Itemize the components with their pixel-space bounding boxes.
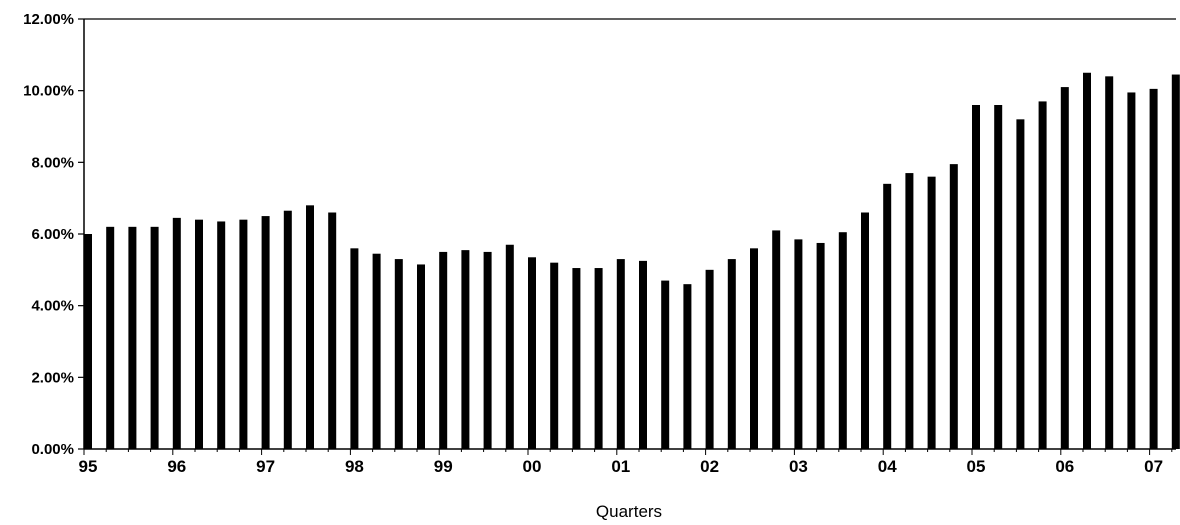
bar	[905, 173, 914, 450]
bar	[639, 260, 647, 449]
x-axis-label: Quarters	[596, 502, 662, 521]
bar	[683, 284, 692, 449]
bar	[816, 242, 825, 449]
x-axis: 95 96 97 98 99 00 01 02 03 04 05 06 07	[79, 448, 1176, 476]
bar	[661, 280, 670, 449]
y-tick-label: 6.00%	[31, 226, 74, 243]
x-tick-label: 99	[434, 457, 453, 476]
bar	[572, 268, 581, 449]
y-tick-label: 4.00%	[31, 298, 74, 315]
bar	[1127, 92, 1136, 449]
bar	[439, 251, 448, 449]
bar	[172, 217, 181, 449]
bars-group	[84, 72, 1180, 450]
bar	[283, 210, 292, 449]
y-tick-label: 12.00%	[23, 11, 74, 28]
bar	[861, 212, 869, 449]
x-tick-label: 00	[523, 457, 542, 476]
x-tick-label: 95	[79, 457, 98, 476]
bar	[328, 212, 337, 449]
bar	[1083, 72, 1091, 449]
bar	[616, 259, 625, 449]
bar	[772, 230, 781, 449]
y-axis: 0.00% 2.00% 4.00% 6.00% 8.00% 10.00% 12.00%	[23, 11, 1176, 458]
y-tick-label: 0.00%	[31, 441, 74, 458]
bar	[394, 259, 403, 449]
x-tick-label: 97	[256, 457, 275, 476]
bar	[949, 164, 958, 449]
bar	[239, 219, 248, 449]
bar	[505, 244, 514, 449]
bar	[483, 251, 492, 449]
bar	[1016, 119, 1025, 449]
bar	[750, 248, 758, 449]
bar	[1060, 87, 1069, 449]
bar	[727, 259, 736, 449]
bar	[372, 253, 381, 449]
bar	[306, 205, 314, 449]
bar	[994, 105, 1003, 449]
bar	[550, 262, 559, 449]
bar	[594, 268, 603, 449]
bar	[195, 219, 203, 449]
bar	[1038, 101, 1047, 450]
bar	[350, 248, 359, 449]
y-tick-label: 8.00%	[31, 154, 74, 171]
x-tick-label: 98	[345, 457, 364, 476]
bar	[1105, 76, 1114, 449]
bar	[705, 269, 714, 449]
y-tick-label: 2.00%	[31, 369, 74, 386]
bar	[261, 216, 270, 449]
x-tick-label: 02	[700, 457, 719, 476]
y-tick-label: 10.00%	[23, 83, 74, 100]
bar	[1149, 88, 1158, 449]
x-tick-label: 07	[1144, 457, 1163, 476]
bar	[927, 176, 936, 449]
bar	[84, 234, 92, 449]
bar	[1171, 74, 1180, 450]
bar	[972, 105, 980, 449]
bar	[528, 257, 536, 449]
bar	[461, 250, 470, 449]
x-tick-label: 01	[611, 457, 630, 476]
bar	[217, 221, 226, 449]
bar	[838, 232, 847, 449]
bar	[150, 226, 159, 449]
bar	[417, 264, 425, 449]
x-tick-label: 03	[789, 457, 808, 476]
bar	[794, 239, 803, 449]
bar	[128, 226, 137, 449]
x-tick-label: 96	[167, 457, 186, 476]
x-tick-label: 04	[878, 457, 897, 476]
x-tick-label: 05	[967, 457, 986, 476]
x-tick-label: 06	[1055, 457, 1074, 476]
bar	[883, 183, 892, 450]
bar	[106, 226, 115, 449]
